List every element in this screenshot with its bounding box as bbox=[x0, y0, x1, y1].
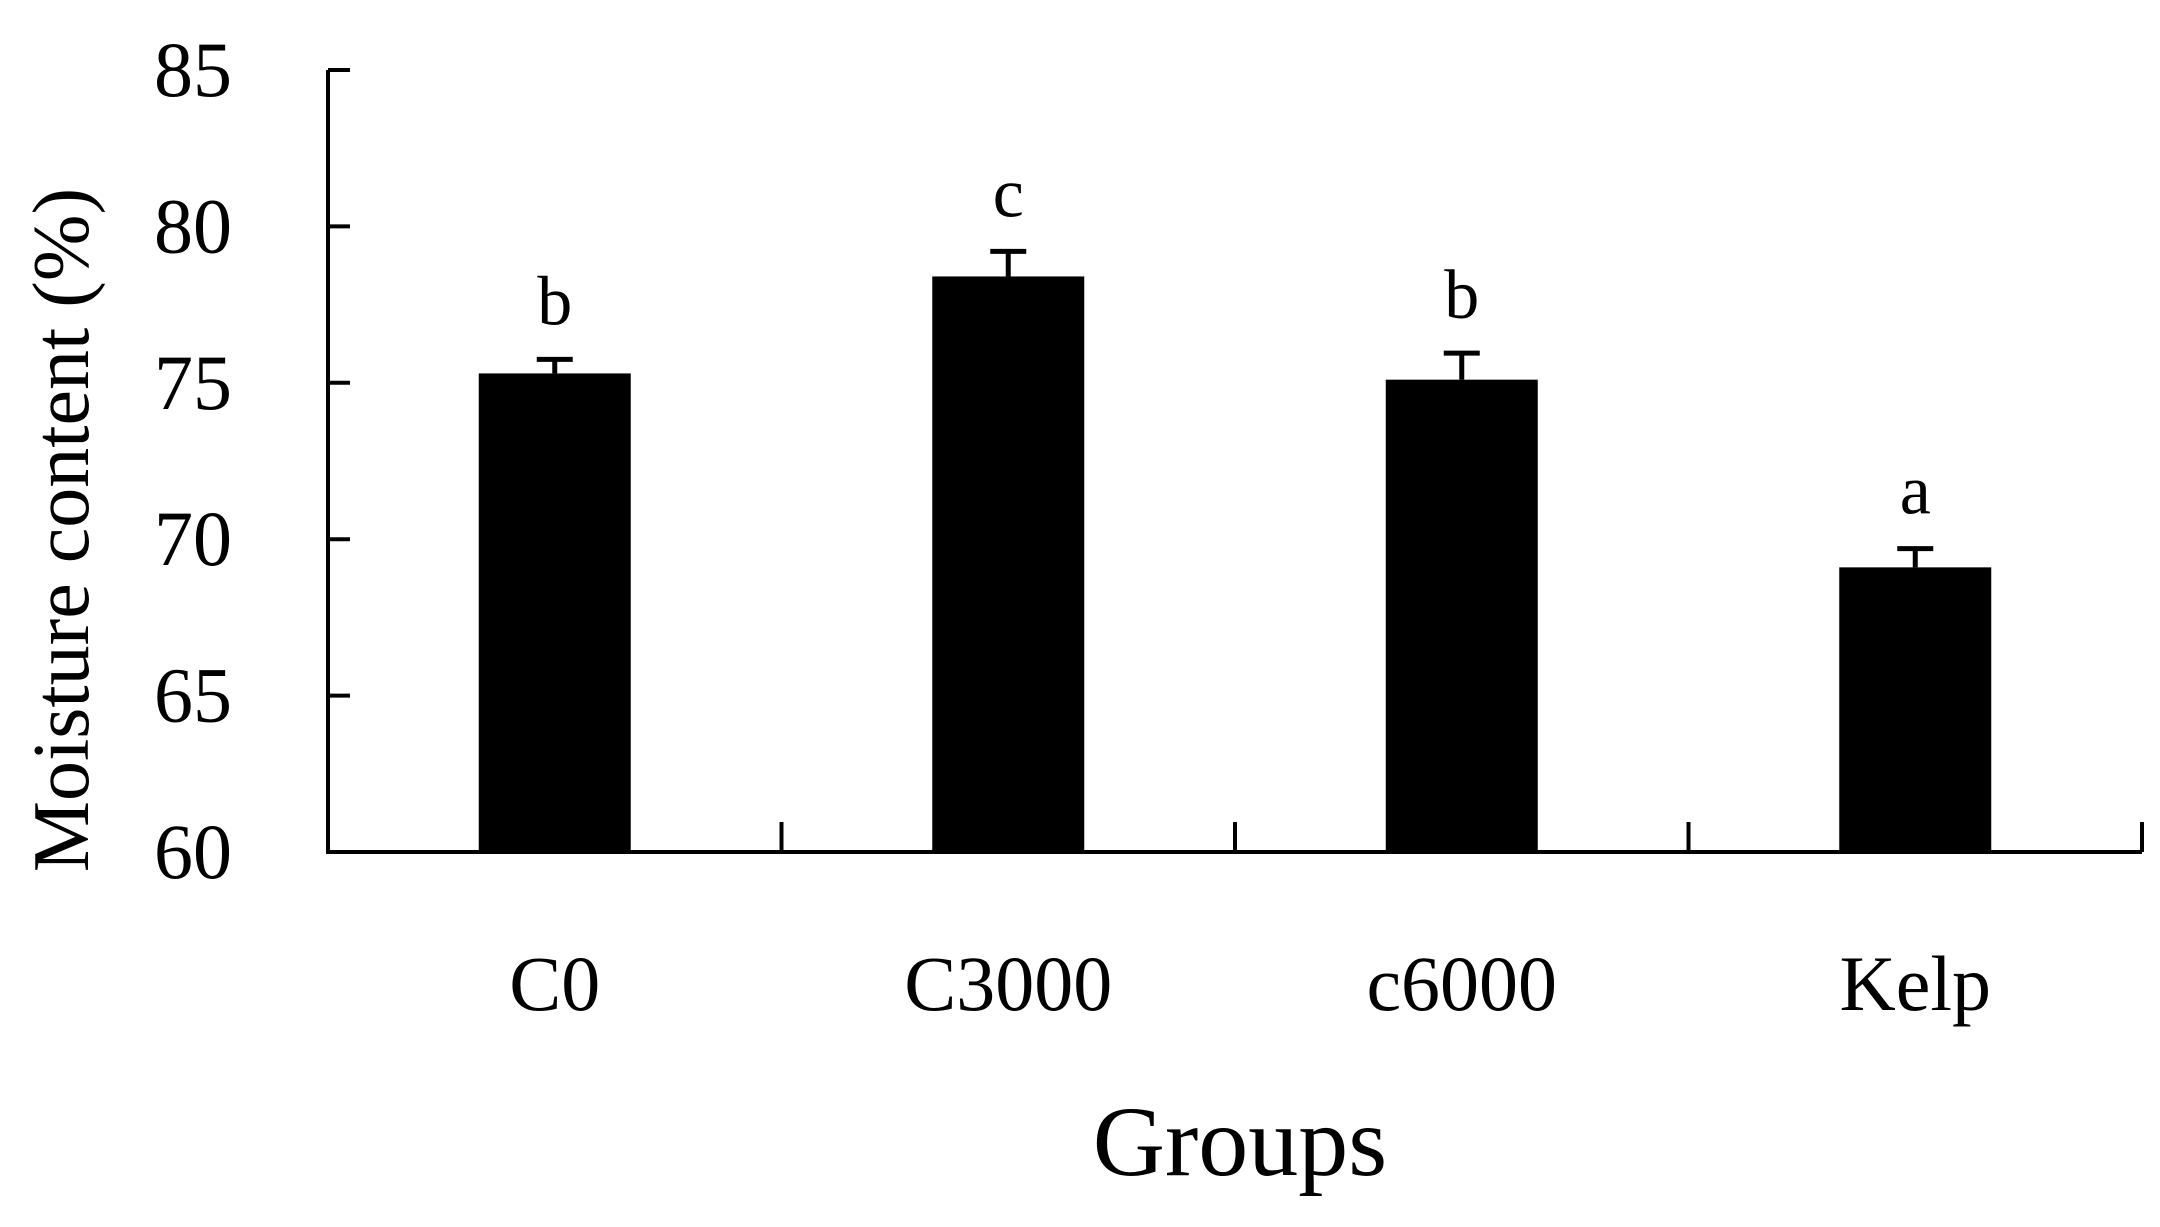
y-tick-label: 75 bbox=[154, 339, 232, 426]
bar bbox=[932, 276, 1085, 852]
x-category-label: C0 bbox=[509, 940, 600, 1027]
y-tick-label: 60 bbox=[154, 808, 232, 895]
significance-labels: b c b a bbox=[537, 155, 1931, 529]
significance-label: c bbox=[993, 155, 1024, 232]
significance-label: a bbox=[1900, 453, 1931, 530]
significance-label: b bbox=[1444, 257, 1479, 334]
significance-label: b bbox=[537, 263, 572, 340]
x-axis-ticks bbox=[779, 822, 2144, 852]
y-tick-label: 85 bbox=[154, 26, 232, 113]
x-category-label: Kelp bbox=[1839, 940, 1991, 1027]
y-tick-label: 65 bbox=[154, 652, 232, 739]
y-axis-ticks: 60 65 70 75 80 85 bbox=[154, 26, 350, 895]
x-category-label: C3000 bbox=[904, 940, 1112, 1027]
error-bars bbox=[536, 248, 1934, 568]
x-axis-title: Groups bbox=[1093, 1086, 1387, 1197]
y-tick-label: 80 bbox=[154, 182, 232, 269]
bar bbox=[1839, 567, 1992, 852]
bar bbox=[1385, 379, 1538, 852]
y-axis-title: Moisture content (%) bbox=[18, 188, 106, 872]
bar-series bbox=[478, 276, 1992, 852]
bar bbox=[478, 373, 631, 852]
y-tick-label: 70 bbox=[154, 495, 232, 582]
category-labels: C0 C3000 c6000 Kelp bbox=[509, 940, 1991, 1027]
x-category-label: c6000 bbox=[1366, 940, 1557, 1027]
